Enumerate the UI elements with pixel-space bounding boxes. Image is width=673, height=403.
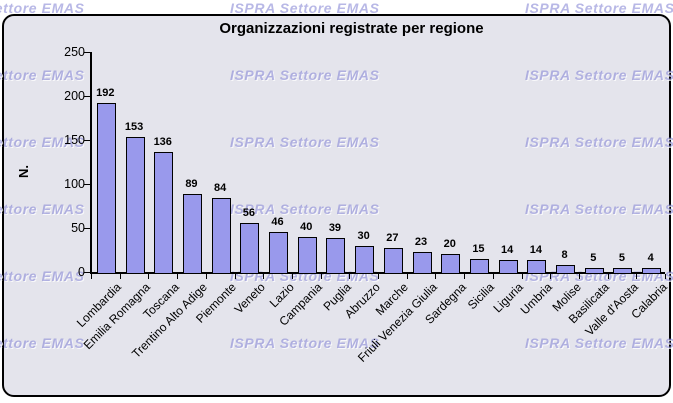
bar xyxy=(613,267,633,274)
bar xyxy=(96,103,116,274)
x-axis-tick xyxy=(578,274,580,279)
bar-value-label: 4 xyxy=(647,252,654,265)
bar-value-label: 40 xyxy=(300,220,313,233)
x-axis-tick xyxy=(148,274,150,279)
x-axis-tick xyxy=(234,274,236,279)
x-axis-tick xyxy=(205,274,207,279)
x-axis-tick xyxy=(665,274,666,279)
chart-title: Organizzazioni registrate per regione xyxy=(219,20,484,37)
bar-value-label: 153 xyxy=(124,121,144,134)
bar xyxy=(240,222,260,274)
x-axis-tick xyxy=(636,274,638,279)
bar-value-label: 84 xyxy=(214,182,227,195)
y-axis-tick-label: 200 xyxy=(64,89,85,103)
bar xyxy=(326,237,346,274)
bar-value-label: 23 xyxy=(414,235,428,248)
bar xyxy=(441,254,461,274)
bar-value-label: 89 xyxy=(185,177,198,190)
bar-value-label: 46 xyxy=(271,215,284,228)
bar xyxy=(269,231,289,274)
y-axis-tick-label: 100 xyxy=(64,177,85,191)
y-axis-line xyxy=(90,52,92,274)
bar xyxy=(584,267,604,274)
bar xyxy=(469,258,489,274)
bar-value-label: 15 xyxy=(472,242,485,255)
x-axis-tick xyxy=(435,274,437,279)
bar-value-label: 27 xyxy=(386,232,399,245)
bar xyxy=(125,137,145,274)
x-axis-tick xyxy=(550,274,552,279)
bar xyxy=(498,259,518,274)
bar xyxy=(642,268,662,274)
bar xyxy=(297,236,317,274)
x-axis-tick xyxy=(263,274,265,279)
bar xyxy=(412,251,432,274)
y-axis-tick xyxy=(84,140,90,141)
bar-value-label: 136 xyxy=(153,136,172,149)
bar-value-label: 192 xyxy=(96,87,115,100)
bar-value-label: 30 xyxy=(357,229,370,242)
x-axis-tick xyxy=(492,274,494,279)
bar xyxy=(355,245,375,274)
bar-value-label: 5 xyxy=(590,251,597,264)
bar xyxy=(527,259,547,274)
x-axis-tick xyxy=(378,274,379,279)
y-axis-tick xyxy=(84,228,90,229)
x-axis-tick xyxy=(119,274,121,279)
x-axis-tick xyxy=(291,274,293,279)
bar-value-label: 5 xyxy=(618,251,625,264)
x-axis-tick xyxy=(320,274,322,279)
bar-value-label: 39 xyxy=(328,221,342,234)
y-axis-title: N. xyxy=(16,165,31,178)
y-axis-tick xyxy=(84,272,90,273)
y-axis-tick-label: 0 xyxy=(78,265,85,279)
bar xyxy=(383,248,403,274)
bar-value-label: 14 xyxy=(529,243,542,256)
x-axis-tick xyxy=(349,274,351,279)
y-axis-tick xyxy=(84,184,90,185)
x-axis-tick xyxy=(521,274,523,279)
bar-value-label: 20 xyxy=(443,238,456,251)
y-axis-tick-label: 150 xyxy=(64,133,85,147)
x-axis-tick xyxy=(91,274,92,279)
bar-value-label: 14 xyxy=(501,243,514,256)
bar xyxy=(154,152,174,274)
y-axis-tick xyxy=(84,52,90,53)
x-axis-tick xyxy=(464,274,466,279)
bar xyxy=(556,264,576,274)
bar xyxy=(211,198,231,274)
x-axis-tick xyxy=(177,274,179,279)
x-axis-tick xyxy=(406,274,408,279)
x-axis-line xyxy=(90,272,665,274)
y-axis-tick-label: 50 xyxy=(71,221,85,235)
y-axis-tick-label: 250 xyxy=(64,45,85,59)
x-axis-tick xyxy=(607,274,609,279)
bar-value-label: 56 xyxy=(242,206,255,219)
y-axis-tick xyxy=(84,96,90,97)
bar-value-label: 8 xyxy=(561,248,568,261)
bar xyxy=(182,193,202,274)
